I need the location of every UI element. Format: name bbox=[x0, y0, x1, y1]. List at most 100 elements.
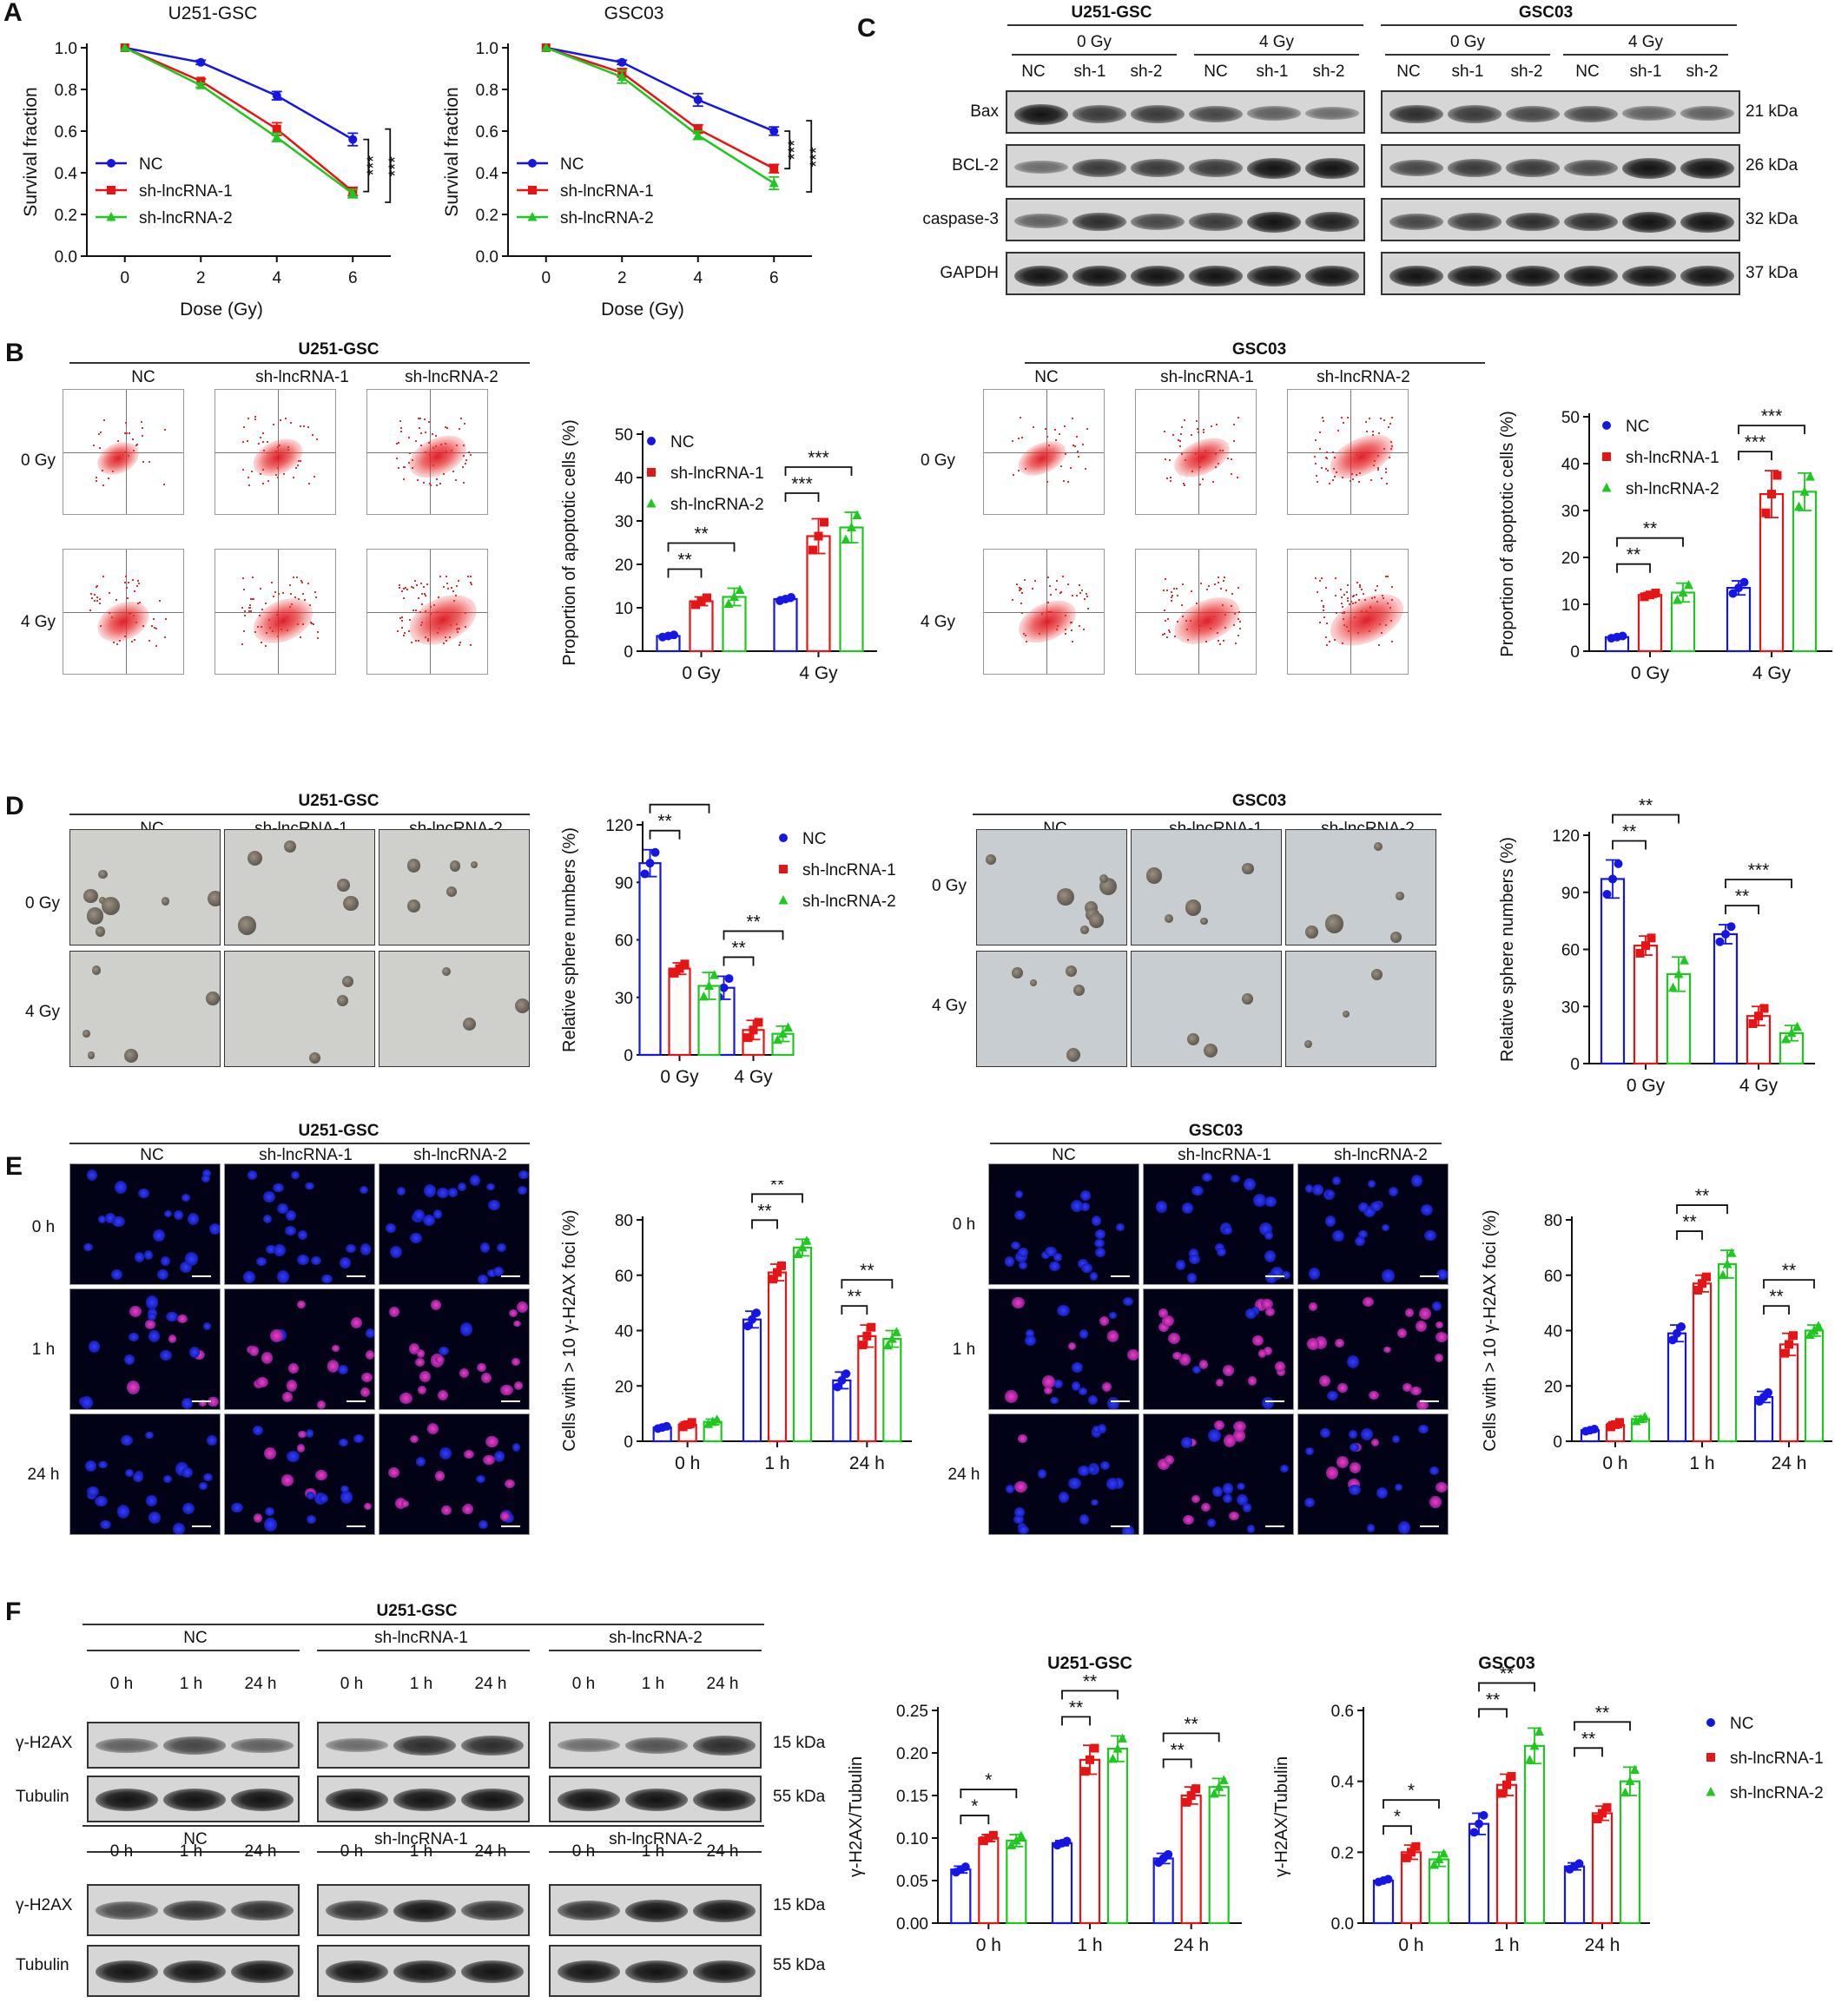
blot-c-dose-0-u251: 0 Gy bbox=[1076, 33, 1112, 51]
event-dot bbox=[1351, 478, 1354, 480]
y-tick-label: 1.0 bbox=[55, 40, 77, 58]
chart-f-u251: U251-GSC0.000.050.100.150.200.25γ-H2AX/T… bbox=[847, 1654, 1242, 1955]
replicate-point bbox=[1767, 490, 1776, 499]
blot-band bbox=[163, 1960, 226, 1983]
event-dot bbox=[1390, 447, 1393, 450]
flow-col-sh1: sh-lncRNA-1 bbox=[255, 368, 349, 386]
event-dot bbox=[1346, 583, 1349, 586]
replicate-point bbox=[1792, 1021, 1802, 1031]
event-dot bbox=[1386, 602, 1389, 604]
replicate-point bbox=[837, 1375, 847, 1385]
event-dot bbox=[291, 603, 294, 605]
event-dot bbox=[1390, 620, 1393, 623]
event-dot bbox=[1048, 611, 1051, 614]
sphere bbox=[1371, 969, 1383, 981]
sphere bbox=[1099, 874, 1108, 884]
event-dot bbox=[1066, 583, 1069, 585]
event-dot bbox=[1231, 592, 1233, 595]
nucleus bbox=[80, 1395, 93, 1409]
event-dot bbox=[416, 583, 419, 586]
event-dot bbox=[1202, 431, 1204, 433]
event-dot bbox=[1186, 639, 1189, 642]
event-dot bbox=[469, 581, 472, 583]
event-dot bbox=[426, 639, 429, 642]
sphere-title-gsc03: GSC03 bbox=[1231, 792, 1287, 810]
event-dot bbox=[1059, 465, 1062, 467]
blot-c-title-gsc03: GSC03 bbox=[1518, 3, 1574, 22]
event-dot bbox=[1050, 594, 1053, 596]
sphere bbox=[248, 851, 263, 866]
legend-marker bbox=[647, 437, 656, 445]
event-dot bbox=[437, 596, 439, 598]
bar bbox=[1468, 1822, 1490, 1925]
event-dot bbox=[1055, 439, 1058, 442]
blot-membrane bbox=[1006, 90, 1365, 134]
replicate-point bbox=[699, 991, 709, 1001]
event-dot bbox=[125, 576, 128, 578]
blot-band bbox=[625, 1900, 688, 1922]
sphere bbox=[446, 886, 458, 898]
event-dot bbox=[246, 440, 248, 443]
event-dot bbox=[435, 478, 438, 481]
event-dot bbox=[1185, 629, 1188, 631]
y-tick-label: 0.20 bbox=[896, 1745, 928, 1763]
nucleus bbox=[1213, 1420, 1224, 1431]
y-tick-label: 0.6 bbox=[476, 123, 498, 142]
event-dot bbox=[404, 465, 406, 468]
replicate-point bbox=[1726, 922, 1736, 932]
scale-bar bbox=[192, 1275, 211, 1277]
event-dot bbox=[1170, 596, 1172, 598]
sig-label: *** bbox=[808, 448, 829, 468]
replicate-point bbox=[1799, 486, 1810, 496]
nucleus bbox=[208, 1222, 220, 1235]
event-dot bbox=[421, 603, 424, 606]
event-dot bbox=[1319, 431, 1322, 433]
nucleus bbox=[437, 1187, 449, 1198]
sig-label: ** bbox=[694, 524, 708, 544]
blot-band bbox=[1072, 266, 1126, 287]
sig-bracket bbox=[667, 568, 703, 578]
event-dot bbox=[419, 445, 422, 447]
replicate-point bbox=[988, 1830, 998, 1840]
time-label: 24 h bbox=[706, 1842, 739, 1861]
blot-membrane bbox=[317, 1776, 530, 1822]
nucleus bbox=[360, 1243, 372, 1255]
time-label: 1 h bbox=[179, 1842, 203, 1861]
scale-bar bbox=[1265, 1275, 1284, 1277]
nucleus bbox=[1416, 1400, 1429, 1409]
nucleus bbox=[1156, 1201, 1167, 1213]
event-dot bbox=[443, 473, 446, 476]
data-point bbox=[348, 135, 358, 144]
event-dot bbox=[1024, 579, 1026, 582]
nucleus bbox=[1376, 1487, 1389, 1499]
y-tick-label: 0.4 bbox=[476, 165, 499, 183]
replicate-point bbox=[769, 1275, 777, 1284]
nucleus bbox=[331, 1345, 340, 1352]
nucleus bbox=[1304, 1497, 1316, 1508]
replicate-point bbox=[1090, 1743, 1099, 1753]
sphere-image bbox=[224, 829, 375, 945]
event-dot bbox=[1080, 589, 1083, 591]
event-dot bbox=[1086, 608, 1089, 610]
nucleus bbox=[401, 1500, 410, 1507]
y-axis-label: Cells with > 10 γ-H2AX foci (%) bbox=[560, 1209, 579, 1451]
blot-band bbox=[625, 1789, 688, 1811]
event-dot bbox=[417, 478, 419, 481]
event-dot bbox=[432, 446, 435, 449]
blot-f-group: NC bbox=[183, 1830, 208, 1848]
blot-membrane bbox=[87, 1722, 300, 1769]
nucleus bbox=[1391, 1435, 1400, 1444]
nucleus bbox=[112, 1216, 125, 1227]
nucleus bbox=[95, 1496, 109, 1507]
event-dot bbox=[1047, 601, 1050, 603]
blot-row-label: caspase-3 bbox=[922, 210, 999, 228]
nucleus bbox=[1201, 1502, 1211, 1512]
nucleus bbox=[350, 1316, 363, 1329]
nucleus bbox=[1358, 1230, 1368, 1239]
replicate-point bbox=[1016, 1830, 1026, 1840]
nucleus bbox=[1080, 1190, 1092, 1202]
event-dot bbox=[1195, 420, 1198, 423]
blot-band bbox=[96, 1789, 158, 1811]
lane-label: NC bbox=[1396, 63, 1421, 81]
event-dot bbox=[400, 616, 403, 619]
